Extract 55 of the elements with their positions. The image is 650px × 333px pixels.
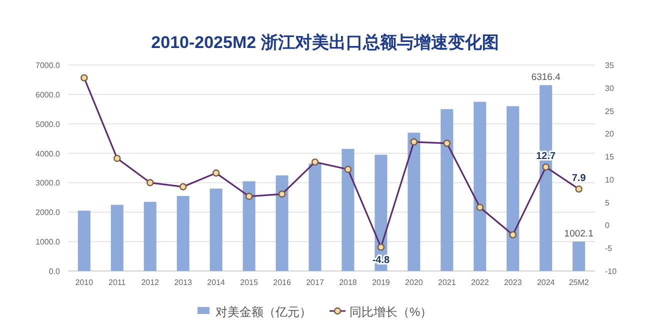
- x-tick-label: 2021: [438, 278, 456, 287]
- data-label: 7.9: [572, 173, 586, 184]
- x-tick-label: 2017: [306, 278, 324, 287]
- y2-tick-label: 15: [605, 152, 614, 162]
- x-tick-label: 2011: [108, 278, 126, 287]
- x-tick-label: 2010: [75, 278, 94, 287]
- bar: [374, 154, 388, 271]
- bar: [176, 196, 190, 271]
- y2-tick-label: 0: [605, 221, 610, 230]
- data-label: 6316.4: [531, 72, 560, 84]
- x-tick-label: 2020: [405, 278, 424, 287]
- y2-tick-label: 25: [605, 106, 614, 116]
- y-tick-label: 1000.0: [36, 238, 61, 247]
- y2-tick-label: 10: [605, 175, 614, 184]
- y-tick-label: 7000.0: [36, 61, 61, 70]
- bar: [78, 210, 90, 271]
- y2-tick-label: -10: [605, 267, 618, 276]
- bar: [242, 181, 256, 271]
- x-tick-label: 2014: [207, 278, 226, 287]
- bar: [506, 106, 520, 271]
- y-tick-label: 2000.0: [36, 208, 61, 218]
- x-tick-label: 2023: [504, 278, 522, 287]
- y-tick-label: 4000.0: [36, 149, 61, 158]
- bar: [408, 132, 420, 271]
- x-tick-label: 2019: [372, 278, 390, 287]
- x-tick-label: 25M2: [568, 278, 590, 287]
- x-tick-label: 2012: [141, 278, 160, 287]
- y2-tick-label: 20: [605, 130, 614, 139]
- y2-tick-label: -5: [605, 244, 613, 254]
- bar: [110, 204, 124, 271]
- x-tick-label: 2018: [339, 278, 358, 287]
- y-tick-label: 0.0: [48, 267, 61, 276]
- chart-title: 2010-2025M2 浙江对美出口总额与增速变化图: [151, 33, 499, 52]
- y-tick-label: 3000.0: [36, 178, 61, 188]
- data-label: 1002.1: [564, 228, 594, 240]
- bar: [342, 148, 354, 271]
- x-tick-label: 2016: [273, 278, 292, 287]
- bar: [572, 242, 586, 271]
- x-tick-label: 2013: [174, 278, 193, 287]
- y-tick-label: 6000.0: [36, 90, 61, 100]
- y2-tick-label: 5: [605, 198, 610, 208]
- y2-tick-label: 35: [605, 61, 614, 70]
- x-tick-label: 2015: [240, 278, 258, 287]
- bar: [276, 175, 288, 271]
- legend-label: 同比增长（%）: [350, 305, 432, 319]
- bar: [474, 102, 486, 271]
- bar: [210, 188, 222, 271]
- y-tick-label: 5000.0: [36, 120, 61, 129]
- bar: [144, 202, 156, 271]
- legend-label: 对美金额（亿元）: [216, 305, 312, 319]
- bar: [308, 164, 322, 271]
- x-tick-label: 2022: [471, 278, 490, 287]
- x-tick-label: 2024: [536, 278, 556, 287]
- bar: [440, 109, 454, 271]
- y2-tick-label: 30: [605, 84, 614, 93]
